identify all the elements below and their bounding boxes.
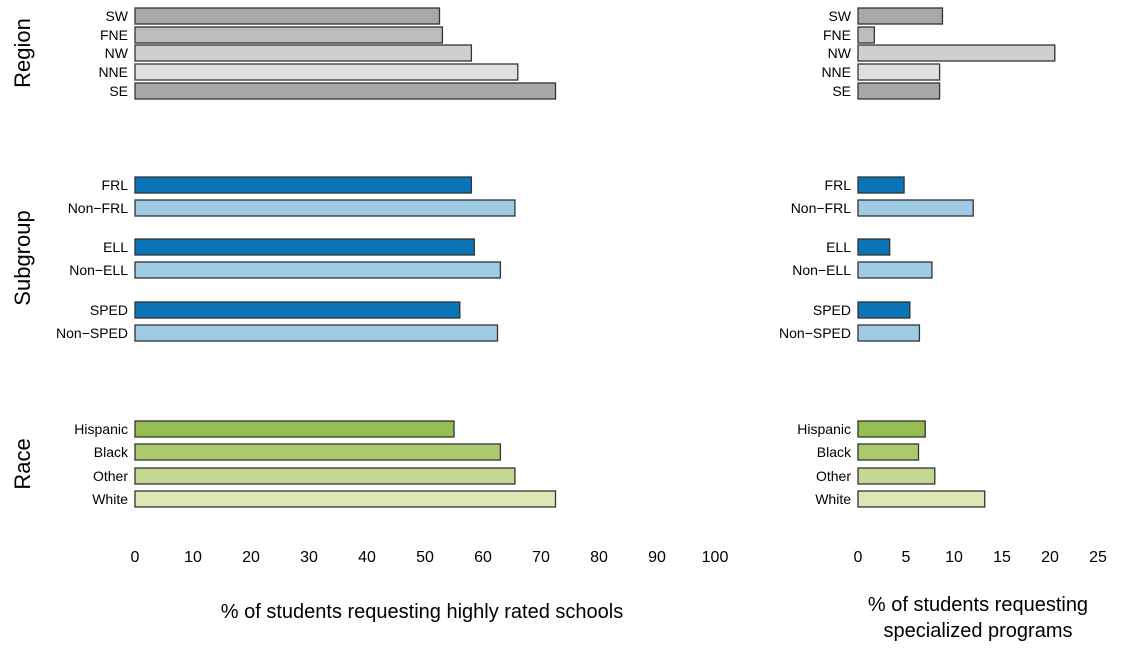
right-bar-white	[857, 490, 986, 508]
left-tick-label: 30	[300, 549, 318, 566]
right-category-label-non-frl: Non−FRL	[791, 200, 852, 216]
left-bar-non-ell	[134, 261, 502, 279]
right-bar-nw	[857, 44, 1056, 62]
left-category-label-sped: SPED	[90, 302, 128, 318]
left-category-label-other: Other	[93, 468, 128, 484]
left-bar-nw	[134, 44, 473, 62]
left-tick-label: 60	[474, 549, 492, 566]
right-tick-label: 20	[1041, 549, 1059, 566]
right-axis-title-line1: % of students requesting	[868, 594, 1088, 616]
left-bar-se	[134, 82, 557, 100]
left-category-label-non-frl: Non−FRL	[68, 200, 129, 216]
right-tick-label: 25	[1089, 549, 1107, 566]
right-bar-non-sped	[857, 324, 921, 342]
right-bar-frl	[857, 176, 905, 194]
left-category-label-non-sped: Non−SPED	[56, 325, 128, 341]
right-category-label-white: White	[815, 491, 851, 507]
left-category-label-white: White	[92, 491, 128, 507]
right-category-label-non-ell: Non−ELL	[792, 262, 851, 278]
right-category-label-se: SE	[832, 83, 851, 99]
right-category-label-nw: NW	[828, 45, 852, 61]
left-category-label-ell: ELL	[103, 239, 128, 255]
left-category-label-fne: FNE	[100, 27, 128, 43]
left-category-label-frl: FRL	[102, 177, 129, 193]
right-tick-label: 15	[993, 549, 1011, 566]
right-bar-hispanic	[857, 420, 926, 438]
group-labels: Region Subgroup Race	[10, 18, 35, 490]
left-tick-label: 80	[590, 549, 608, 566]
left-bar-non-frl	[134, 199, 516, 217]
right-bar-sw	[857, 7, 944, 25]
right-bar-ell	[857, 238, 891, 256]
group-label-race: Race	[10, 438, 35, 489]
left-panel: SW FNE NW NNE SE FRL Non−FRL ELL Non−ELL SPED Non−…	[56, 7, 729, 566]
left-bar-black	[134, 443, 502, 461]
left-tick-label: 50	[416, 549, 434, 566]
left-bar-non-sped	[134, 324, 499, 342]
right-bar-fne	[857, 26, 875, 44]
right-panel: SW FNE NW NNE SE FRL Non−FRL ELL Non−ELL SPED Non−…	[779, 7, 1107, 566]
left-bar-sw	[134, 7, 441, 25]
left-category-label-non-ell: Non−ELL	[69, 262, 128, 278]
right-bar-sped	[857, 301, 911, 319]
left-axis-title: % of students requesting highly rated sc…	[221, 601, 623, 623]
group-label-region: Region	[10, 18, 35, 88]
right-category-label-nne: NNE	[821, 64, 851, 80]
left-bar-frl	[134, 176, 473, 194]
right-tick-label: 0	[854, 549, 863, 566]
left-tick-label: 100	[702, 549, 729, 566]
right-bar-nne	[857, 63, 941, 81]
left-bar-other	[134, 467, 516, 485]
left-tick-label: 90	[648, 549, 666, 566]
right-axis-title-line2: specialized programs	[884, 620, 1073, 642]
left-bar-white	[134, 490, 557, 508]
right-tick-label: 10	[945, 549, 963, 566]
left-tick-label: 0	[131, 549, 140, 566]
right-category-label-ell: ELL	[826, 239, 851, 255]
right-category-label-fne: FNE	[823, 27, 851, 43]
left-category-label-black: Black	[94, 444, 129, 460]
left-category-label-nne: NNE	[98, 64, 128, 80]
left-tick-label: 10	[184, 549, 202, 566]
group-label-subgroup: Subgroup	[10, 210, 35, 305]
right-category-label-sw: SW	[828, 8, 851, 24]
left-tick-label: 20	[242, 549, 260, 566]
right-category-label-sped: SPED	[813, 302, 851, 318]
right-category-label-non-sped: Non−SPED	[779, 325, 851, 341]
left-bar-fne	[134, 26, 444, 44]
right-bar-non-ell	[857, 261, 933, 279]
left-bar-ell	[134, 238, 475, 256]
right-category-label-black: Black	[817, 444, 852, 460]
right-category-label-other: Other	[816, 468, 851, 484]
right-category-label-hispanic: Hispanic	[797, 421, 851, 437]
right-tick-label: 5	[902, 549, 911, 566]
right-bar-black	[857, 443, 920, 461]
left-category-label-sw: SW	[105, 8, 128, 24]
left-tick-label: 70	[532, 549, 550, 566]
left-tick-label: 40	[358, 549, 376, 566]
left-category-label-hispanic: Hispanic	[74, 421, 128, 437]
right-bar-non-frl	[857, 199, 974, 217]
left-category-label-se: SE	[109, 83, 128, 99]
left-bar-nne	[134, 63, 519, 81]
left-bar-hispanic	[134, 420, 455, 438]
left-category-label-nw: NW	[105, 45, 129, 61]
right-bar-se	[857, 82, 941, 100]
left-bar-sped	[134, 301, 461, 319]
right-bar-other	[857, 467, 936, 485]
right-category-label-frl: FRL	[825, 177, 852, 193]
